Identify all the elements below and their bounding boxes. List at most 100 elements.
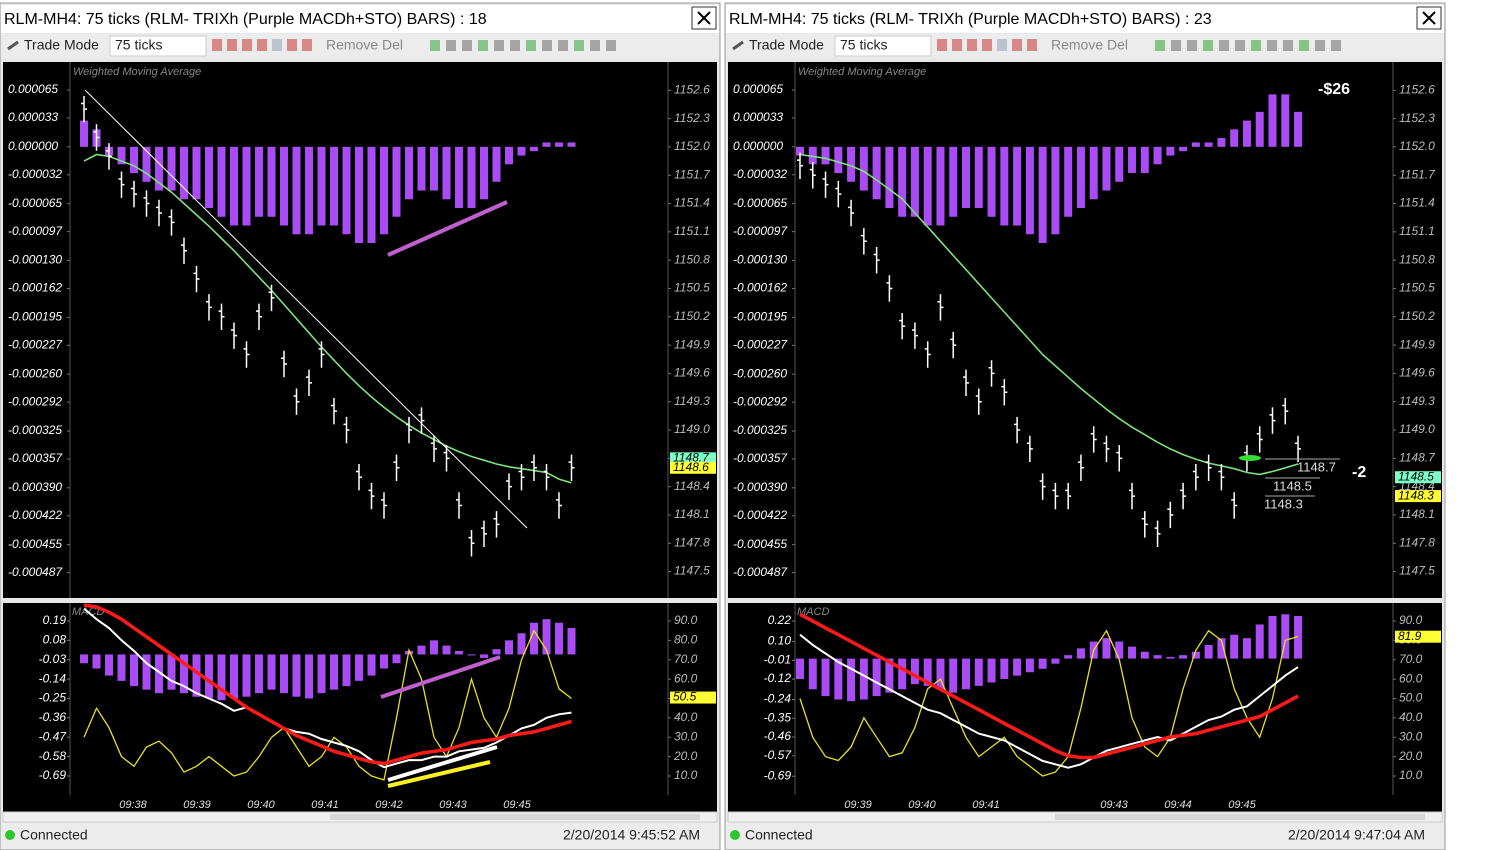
macdh-bar — [859, 146, 868, 191]
y2-tick-label: 90.0 — [674, 613, 698, 627]
toolbar-icon[interactable] — [1219, 40, 1229, 51]
signal-line — [83, 603, 572, 766]
y2-tick-label: 1151.1 — [1399, 224, 1435, 238]
pnl-annotation: -$26 — [1318, 81, 1350, 98]
toolbar-icon[interactable] — [558, 40, 568, 51]
timestamp: 2/20/2014 9:45:52 AM — [563, 827, 700, 843]
toolbar-icon[interactable] — [1155, 40, 1165, 51]
macd-histogram-bar — [1166, 656, 1175, 659]
y2-tick-label: 1149.6 — [674, 366, 710, 380]
toolbar-icon[interactable] — [997, 39, 1007, 51]
toolbar-icon[interactable] — [1283, 40, 1293, 51]
toolbar-icon[interactable] — [1187, 40, 1197, 51]
toolbar-icon[interactable] — [967, 39, 977, 51]
toolbar-icon[interactable] — [1251, 40, 1261, 51]
macd-histogram-bar — [105, 654, 113, 676]
toolbar-icon[interactable] — [1012, 39, 1022, 51]
toolbar-icon[interactable] — [462, 40, 472, 51]
macdh-bar — [1166, 146, 1175, 156]
macdh-bar — [847, 146, 856, 182]
y-tick-label: -0.57 — [764, 748, 793, 762]
macd-histogram-bar — [217, 654, 226, 701]
price-bar — [1141, 511, 1148, 538]
remove-button[interactable]: Remove Del — [326, 37, 403, 53]
y-tick-label: 0.19 — [43, 613, 67, 627]
toolbar-icon[interactable] — [302, 39, 312, 51]
macdh-bar — [405, 146, 413, 200]
y2-tick-label: 1151.4 — [1399, 196, 1435, 210]
interval-box[interactable] — [834, 35, 932, 57]
y-tick-label: -0.35 — [764, 710, 792, 724]
pnl-annotation: -2 — [1352, 464, 1366, 481]
macd-histogram-bar — [974, 658, 983, 686]
y2-tick-label: 70.0 — [674, 652, 698, 666]
scroll-thumb[interactable] — [1055, 814, 1425, 820]
toolbar-icon[interactable] — [212, 39, 222, 51]
macd-line — [83, 607, 572, 769]
toolbar-icon[interactable] — [1235, 40, 1245, 51]
toolbar-icon[interactable] — [590, 40, 600, 51]
timestamp: 2/20/2014 9:47:04 AM — [1288, 827, 1425, 843]
y2-tick-label: 50.0 — [1399, 691, 1423, 705]
toolbar-icon[interactable] — [1267, 40, 1277, 51]
status-indicator — [5, 830, 15, 840]
window-title: RLM-MH4: 75 ticks (RLM- TRIXh (Purple MA… — [729, 11, 1212, 28]
toolbar-icon[interactable] — [478, 40, 488, 51]
price-bar — [822, 171, 829, 198]
trade-mode-button[interactable]: Trade Mode — [749, 37, 824, 53]
macdh-bar — [923, 146, 932, 226]
toolbar-icon[interactable] — [430, 40, 440, 51]
macdh-bar — [130, 146, 138, 174]
toolbar-icon[interactable] — [257, 39, 267, 51]
macd-histogram-bar — [1179, 655, 1188, 659]
toolbar-icon[interactable] — [1171, 40, 1181, 51]
remove-button[interactable]: Remove Del — [1051, 37, 1128, 53]
toolbar-icon[interactable] — [937, 39, 947, 51]
toolbar-icon[interactable] — [227, 39, 237, 51]
macdh-bar — [417, 146, 426, 191]
toolbar-icon[interactable] — [982, 39, 992, 51]
toolbar-icon[interactable] — [542, 40, 552, 51]
price-bar — [1090, 426, 1097, 453]
title-bar — [1, 5, 719, 33]
toolbar-icon[interactable] — [952, 39, 962, 51]
y2-tick-label: 1147.5 — [674, 564, 710, 578]
toolbar-icon[interactable] — [1203, 40, 1213, 51]
pencil-icon — [7, 40, 19, 51]
toolbar-icon[interactable] — [242, 39, 252, 51]
macd-histogram-bar — [1255, 624, 1264, 659]
toolbar-icon[interactable] — [287, 39, 297, 51]
price-bar — [531, 454, 537, 481]
macdh-bar — [192, 146, 201, 200]
y-tick-label: -0.000032 — [8, 167, 62, 181]
toolbar-icon[interactable] — [574, 40, 584, 51]
title-bar — [726, 5, 1444, 33]
price-bar — [873, 246, 880, 274]
status-bar — [726, 823, 1444, 849]
macdh-bar — [821, 146, 830, 165]
trendline — [387, 200, 508, 257]
toolbar-icon[interactable] — [1299, 40, 1309, 51]
y2-tick-label: 1150.8 — [1399, 252, 1435, 266]
macd-histogram-bar — [430, 640, 438, 655]
y2-tick-label: 1152.6 — [1399, 82, 1435, 96]
toolbar-icon[interactable] — [494, 40, 504, 51]
y-tick-label: -0.000130 — [733, 253, 787, 267]
value-tag: 50.5 — [673, 690, 697, 704]
toolbar-icon[interactable] — [1331, 40, 1341, 51]
y2-tick-label: 10.0 — [674, 768, 698, 782]
trade-mode-button[interactable]: Trade Mode — [24, 37, 99, 53]
toolbar-icon[interactable] — [1315, 40, 1325, 51]
toolbar-icon[interactable] — [526, 40, 536, 51]
toolbar-icon[interactable] — [446, 40, 456, 51]
y2-tick-label: 80.0 — [674, 633, 698, 647]
scroll-thumb[interactable] — [330, 814, 700, 820]
toolbar-icon[interactable] — [606, 40, 616, 51]
interval-box[interactable] — [109, 35, 207, 57]
toolbar-icon[interactable] — [272, 39, 282, 51]
macdh-bar — [342, 146, 351, 235]
macdh-bar — [1076, 146, 1085, 209]
toolbar-icon[interactable] — [1027, 39, 1037, 51]
toolbar-icon[interactable] — [510, 40, 520, 51]
